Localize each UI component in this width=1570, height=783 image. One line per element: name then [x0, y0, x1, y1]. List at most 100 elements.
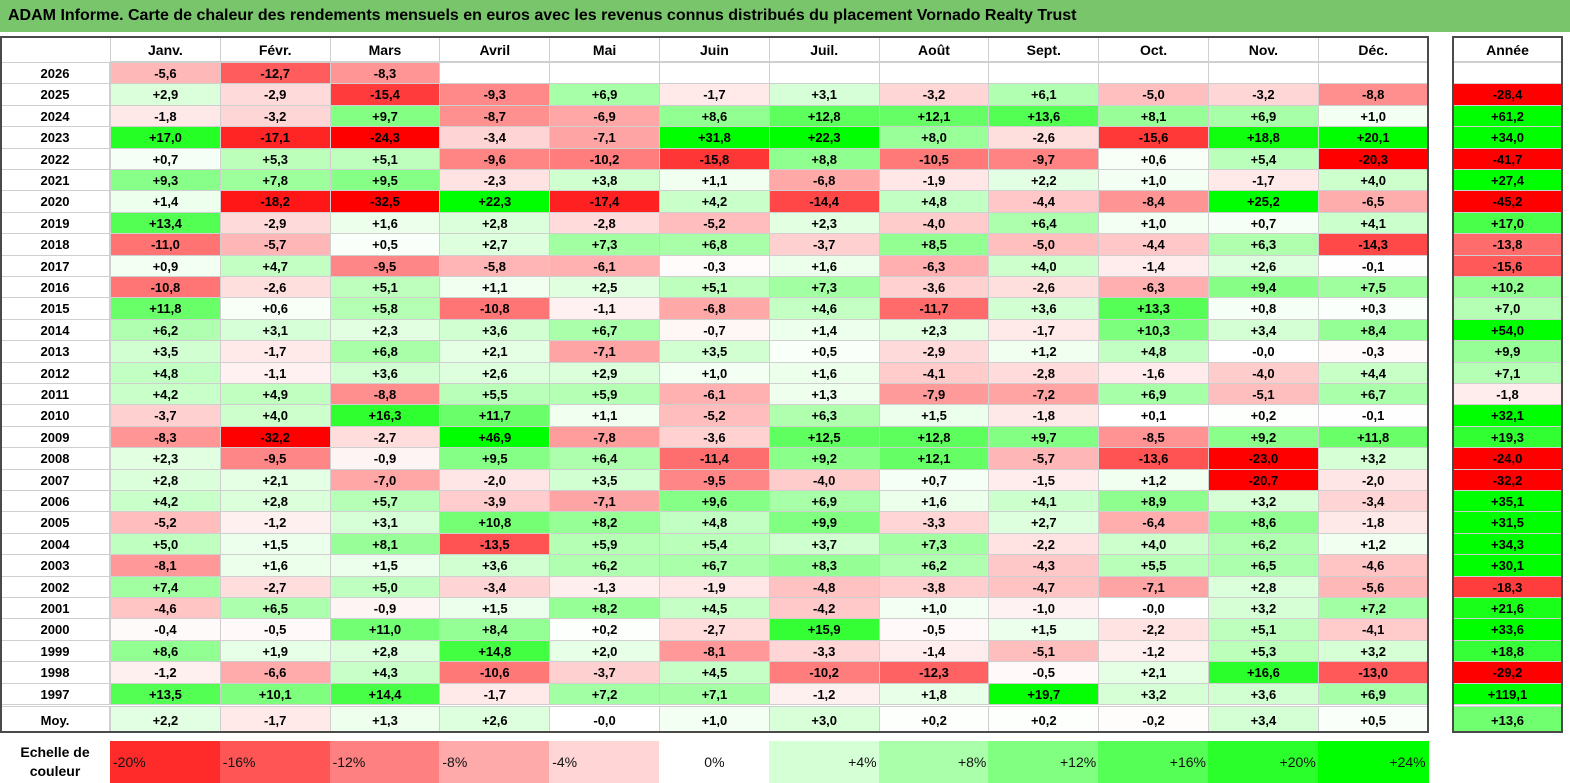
heatmap-cell: +12,1	[878, 104, 990, 128]
heatmap-cell: -1,7	[439, 682, 551, 705]
heatmap-cell: +1,0	[878, 597, 990, 620]
heatmap-cell: -3,2	[878, 83, 990, 106]
heatmap-cell: -5,0	[1098, 83, 1209, 106]
heatmap-cell: -18,2	[219, 190, 331, 213]
heatmap-cell: -6,8	[659, 297, 770, 320]
color-scale-step: -8%	[439, 741, 551, 783]
heatmap-cell: -4,0	[768, 468, 880, 491]
heatmap-cell: +4,9	[219, 383, 331, 406]
color-scale-step: +16%	[1098, 741, 1209, 783]
heatmap-cell: -1,1	[219, 361, 331, 384]
month-header: Janv.	[110, 36, 221, 62]
heatmap-cell: +1,1	[659, 169, 770, 192]
heatmap-cell: +4,8	[878, 190, 990, 213]
year-label: 2015	[0, 297, 110, 320]
heatmap-cell: -6,6	[219, 661, 331, 684]
heatmap-cell: -12,7	[219, 62, 331, 85]
heatmap-cell: +3,1	[219, 318, 331, 342]
heatmap-cell: -32,2	[219, 425, 331, 449]
heatmap-cell: +31,8	[659, 126, 770, 149]
heatmap-cell: +1,1	[549, 404, 660, 427]
heatmap-cell: +9,7	[988, 425, 1100, 449]
heatmap-cell	[878, 62, 990, 85]
annual-cell: +27,4	[1452, 169, 1563, 192]
heatmap-cell: +0,6	[1098, 147, 1209, 170]
heatmap-cell: +4,2	[110, 383, 221, 406]
heatmap-cell: +5,1	[329, 276, 441, 299]
heatmap-cell: -9,3	[439, 83, 551, 106]
heatmap-cell: -1,2	[768, 682, 880, 705]
annual-cell	[1452, 62, 1563, 85]
heatmap-cell: +1,0	[1317, 104, 1429, 128]
heatmap-cell: +7,2	[1317, 597, 1429, 620]
year-label: 2005	[0, 511, 110, 534]
year-label: 1998	[0, 661, 110, 684]
month-header: Nov.	[1208, 36, 1319, 62]
heatmap-cell: +4,2	[659, 190, 770, 213]
heatmap-cell: +3,5	[659, 340, 770, 363]
heatmap-cell: +6,2	[878, 554, 990, 577]
month-header: Oct.	[1098, 36, 1209, 62]
year-label: 2003	[0, 554, 110, 577]
heatmap-cell: -10,5	[878, 147, 990, 170]
heatmap-cell: -9,5	[219, 447, 331, 470]
heatmap-cell: +8,6	[1208, 511, 1319, 534]
annual-cell: -41,7	[1452, 147, 1563, 170]
heatmap-cell: +0,9	[110, 254, 221, 277]
heatmap-cell: +13,4	[110, 211, 221, 235]
heatmap-cell: -5,6	[110, 62, 221, 85]
heatmap-cell: -5,8	[439, 254, 551, 277]
color-scale-step: +12%	[988, 741, 1100, 783]
heatmap-cell: -0,0	[1208, 340, 1319, 363]
heatmap-cell: +9,9	[768, 511, 880, 534]
heatmap-cell: -0,5	[988, 661, 1100, 684]
heatmap-cell: -0,1	[1317, 404, 1429, 427]
heatmap-cell: -6,8	[768, 169, 880, 192]
heatmap-cell: -6,3	[878, 254, 990, 277]
heatmap-cell: -11,4	[659, 447, 770, 470]
annual-cell: -28,4	[1452, 83, 1563, 106]
average-cell: +0,5	[1317, 706, 1429, 733]
average-cell: +0,2	[988, 706, 1100, 733]
heatmap-cell: -2,8	[549, 211, 660, 235]
heatmap-cell: +0,8	[1208, 297, 1319, 320]
year-label: 2022	[0, 147, 110, 170]
heatmap-cell: -15,4	[329, 83, 441, 106]
year-label: 2025	[0, 83, 110, 106]
heatmap-cell: +8,4	[1317, 318, 1429, 342]
heatmap-cell: +6,2	[110, 318, 221, 342]
average-cell: +1,0	[659, 706, 770, 733]
heatmap-cell: +9,4	[1208, 276, 1319, 299]
heatmap-cell	[549, 62, 660, 85]
heatmap-cell: -11,7	[878, 297, 990, 320]
heatmap-cell: -4,1	[1317, 618, 1429, 641]
heatmap-cell: -9,6	[439, 147, 551, 170]
heatmap-cell: -17,1	[219, 126, 331, 149]
year-label: 2004	[0, 532, 110, 556]
heatmap-cell: +0,2	[549, 618, 660, 641]
average-cell: +3,0	[768, 706, 880, 733]
heatmap-cell: +6,2	[1208, 532, 1319, 556]
heatmap-cell: +5,1	[659, 276, 770, 299]
heatmap-cell: +8,6	[110, 639, 221, 663]
heatmap-cell: -2,0	[1317, 468, 1429, 491]
heatmap-cell: -0,4	[110, 618, 221, 641]
heatmap-cell: -6,1	[549, 254, 660, 277]
heatmap-cell: +11,8	[110, 297, 221, 320]
heatmap-cell: -20,3	[1317, 147, 1429, 170]
year-label: 2020	[0, 190, 110, 213]
heatmap-cell: -14,3	[1317, 233, 1429, 256]
month-header: Déc.	[1317, 36, 1429, 62]
heatmap-cell: -1,2	[219, 511, 331, 534]
heatmap-cell: +5,5	[1098, 554, 1209, 577]
month-header: Août	[878, 36, 990, 62]
color-scale-step: +8%	[878, 741, 990, 783]
heatmap-cell: +8,8	[768, 147, 880, 170]
heatmap-cell: -0,7	[659, 318, 770, 342]
heatmap-cell: +14,8	[439, 639, 551, 663]
heatmap-cell: +10,8	[439, 511, 551, 534]
heatmap-cell: +2,3	[329, 318, 441, 342]
heatmap-cell: +1,5	[329, 554, 441, 577]
heatmap-cell: +1,0	[659, 361, 770, 384]
heatmap-cell: +2,8	[329, 639, 441, 663]
